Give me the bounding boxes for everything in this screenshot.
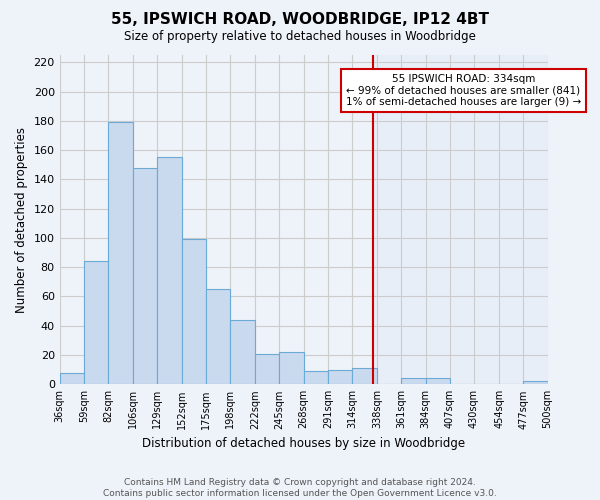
Bar (84, 262, 108, 384)
Bar (230, 320, 255, 384)
Text: 55, IPSWICH ROAD, WOODBRIDGE, IP12 4BT: 55, IPSWICH ROAD, WOODBRIDGE, IP12 4BT (111, 12, 489, 28)
Bar (206, 289, 230, 384)
Bar (255, 354, 280, 384)
Bar (59, 372, 84, 384)
Bar (280, 352, 304, 384)
Bar (373, 55, 548, 384)
Text: Size of property relative to detached houses in Woodbridge: Size of property relative to detached ho… (124, 30, 476, 43)
Bar (133, 168, 157, 384)
Text: Contains HM Land Registry data © Crown copyright and database right 2024.
Contai: Contains HM Land Registry data © Crown c… (103, 478, 497, 498)
Bar (523, 382, 548, 384)
Bar (182, 240, 206, 384)
Bar (108, 122, 133, 384)
Bar (401, 378, 425, 384)
Bar (425, 378, 450, 384)
Bar (352, 368, 377, 384)
Bar (304, 371, 328, 384)
Text: 55 IPSWICH ROAD: 334sqm
← 99% of detached houses are smaller (841)
1% of semi-de: 55 IPSWICH ROAD: 334sqm ← 99% of detache… (346, 74, 581, 107)
X-axis label: Distribution of detached houses by size in Woodbridge: Distribution of detached houses by size … (142, 437, 465, 450)
Bar (328, 370, 352, 384)
Bar (157, 158, 182, 384)
Y-axis label: Number of detached properties: Number of detached properties (15, 126, 28, 312)
